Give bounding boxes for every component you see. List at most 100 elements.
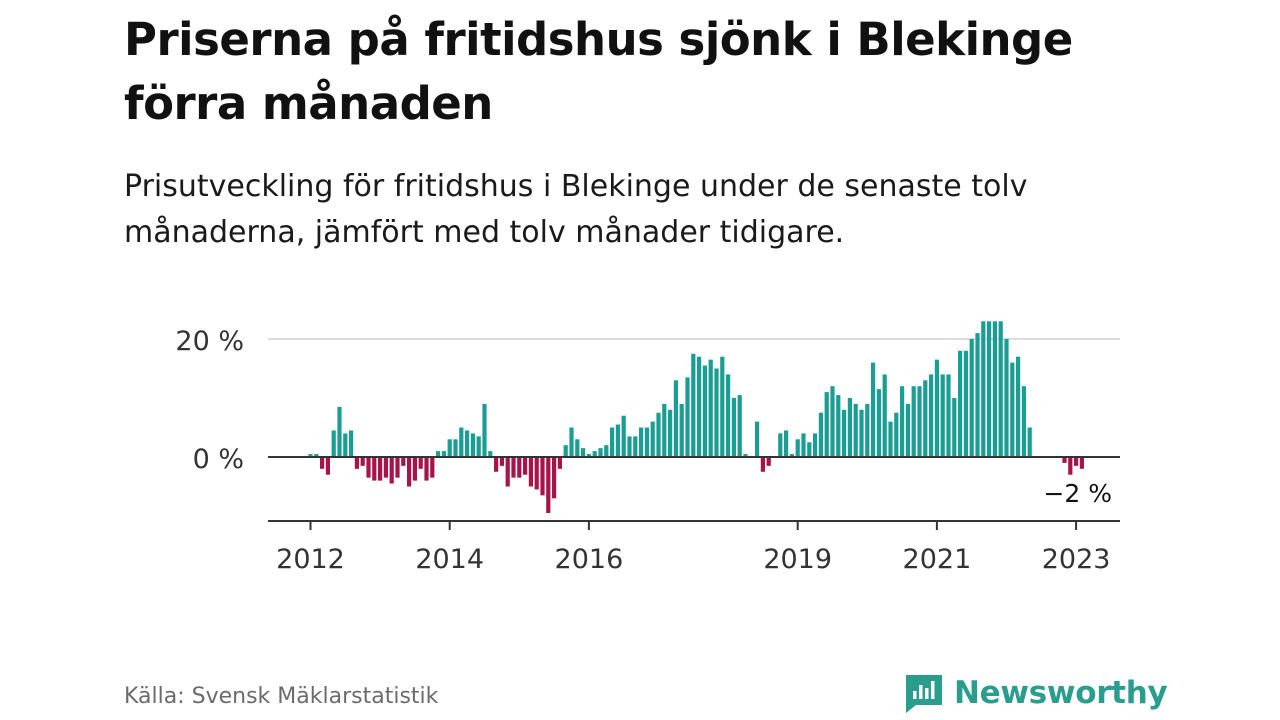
bar xyxy=(708,359,713,457)
bar xyxy=(505,457,510,487)
bar xyxy=(917,386,922,457)
bar xyxy=(905,403,910,457)
bar xyxy=(1010,362,1015,457)
bar xyxy=(923,380,928,457)
bar xyxy=(633,436,638,457)
bar xyxy=(673,380,678,457)
axes xyxy=(268,456,1120,530)
bar xyxy=(610,427,615,457)
bar xyxy=(981,321,986,457)
bar xyxy=(470,433,475,457)
bar xyxy=(1016,356,1021,457)
bar xyxy=(876,389,881,457)
bar xyxy=(650,421,655,457)
x-tick-label: 2014 xyxy=(415,544,484,575)
newsworthy-logo-icon xyxy=(906,675,942,713)
bar xyxy=(894,412,899,457)
bar xyxy=(720,356,725,457)
bar xyxy=(987,321,992,457)
bar xyxy=(842,409,847,457)
bar xyxy=(813,433,818,457)
bar xyxy=(366,457,371,478)
bar xyxy=(911,386,916,457)
bar xyxy=(789,454,794,457)
bar xyxy=(389,457,394,484)
bar xyxy=(569,427,574,457)
bar xyxy=(598,448,603,457)
bar xyxy=(1074,457,1079,466)
bar xyxy=(575,439,580,457)
bar xyxy=(830,386,835,457)
x-tick-label: 2012 xyxy=(276,544,345,575)
bar xyxy=(534,457,539,490)
bar xyxy=(494,457,499,472)
bar xyxy=(946,374,951,457)
bar xyxy=(940,374,945,457)
bar xyxy=(958,350,963,457)
bar xyxy=(604,445,609,457)
bar xyxy=(581,448,586,457)
bar xyxy=(314,454,319,457)
bar xyxy=(685,377,690,457)
bar xyxy=(1068,457,1073,475)
bar xyxy=(1027,427,1032,457)
bar xyxy=(395,457,400,478)
bar xyxy=(308,454,313,457)
bar xyxy=(418,457,423,469)
bar xyxy=(714,368,719,457)
bar xyxy=(859,409,864,457)
bar xyxy=(325,457,330,475)
bar xyxy=(644,427,649,457)
bar xyxy=(320,457,325,469)
bar xyxy=(1062,457,1067,463)
bar xyxy=(557,457,562,469)
bar-chart: 0 % 20 % 2012 2014 2016 2019 2021 2023 −2 % xyxy=(175,321,1120,575)
bar xyxy=(807,442,812,457)
axis-labels: 0 % 20 % 2012 2014 2016 2019 2021 2023 −2 % xyxy=(175,326,1112,575)
bar xyxy=(882,374,887,457)
bar xyxy=(383,457,388,478)
bar xyxy=(441,451,446,457)
bar xyxy=(360,457,365,466)
bar xyxy=(621,415,626,457)
bar xyxy=(378,457,383,481)
bar xyxy=(952,398,957,457)
bar xyxy=(801,433,806,457)
x-tick-label: 2023 xyxy=(1042,544,1111,575)
chart-title: Priserna på fritidshus sjönk i Blekinge … xyxy=(124,13,1073,130)
bar xyxy=(447,439,452,457)
bar xyxy=(563,445,568,457)
source-note: Källa: Svensk Mäklarstatistik xyxy=(124,684,439,709)
bar xyxy=(969,339,974,457)
bar xyxy=(476,436,481,457)
bar xyxy=(818,412,823,457)
bar xyxy=(737,395,742,457)
last-value-label: −2 % xyxy=(1043,479,1112,508)
bar xyxy=(465,430,470,457)
bar xyxy=(488,451,493,457)
bar xyxy=(668,409,673,457)
bar xyxy=(691,353,696,457)
bar xyxy=(343,433,348,457)
bar xyxy=(482,403,487,457)
bar xyxy=(934,359,939,457)
bar xyxy=(354,457,359,469)
bar xyxy=(459,427,464,457)
bar xyxy=(975,333,980,457)
brand-logo[interactable]: Newsworthy xyxy=(902,670,1168,716)
bar xyxy=(760,457,765,472)
bar xyxy=(412,457,417,481)
bar xyxy=(372,457,377,481)
bar xyxy=(697,356,702,457)
bar xyxy=(656,412,661,457)
bar xyxy=(528,457,533,487)
bar xyxy=(1004,339,1009,457)
bar xyxy=(511,457,516,478)
bar xyxy=(331,430,336,457)
bar xyxy=(726,374,731,457)
bar xyxy=(523,457,528,475)
bar xyxy=(592,451,597,457)
x-tick-label: 2016 xyxy=(555,544,624,575)
y-tick-label: 0 % xyxy=(193,444,244,475)
bar xyxy=(546,457,551,514)
